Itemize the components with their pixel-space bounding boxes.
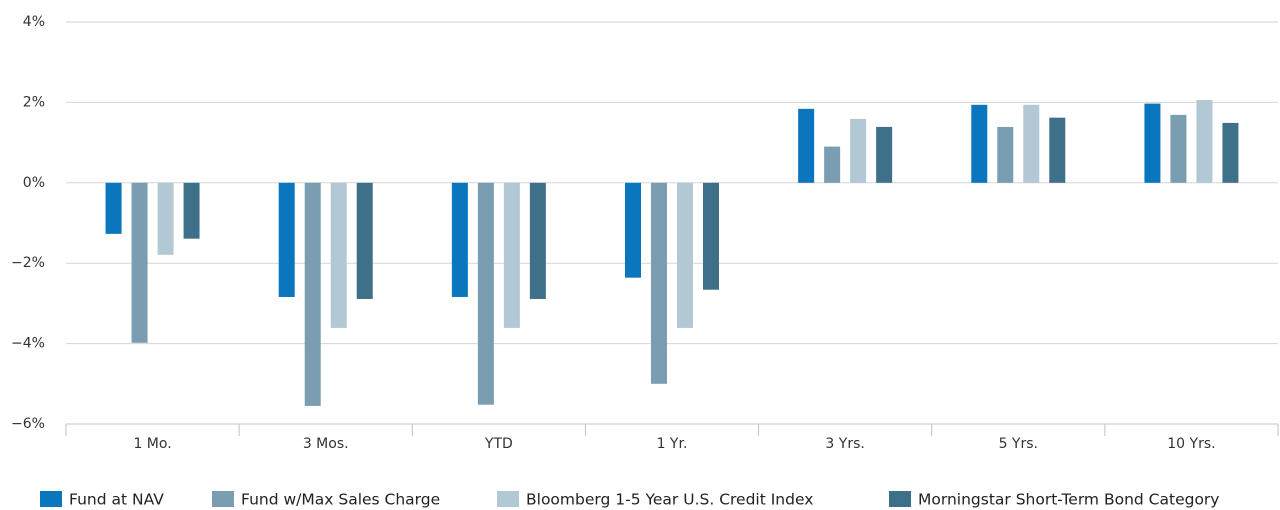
bar	[1144, 103, 1161, 183]
bar	[451, 182, 468, 297]
bar	[798, 108, 815, 183]
legend-swatch	[40, 491, 62, 507]
legend-label: Fund w/Max Sales Charge	[241, 491, 440, 509]
bar	[278, 182, 295, 297]
x-tick-label: YTD	[484, 436, 513, 452]
bar	[356, 182, 373, 299]
y-tick-label: 0%	[23, 175, 45, 191]
bar	[1049, 117, 1066, 183]
legend-label: Bloomberg 1-5 Year U.S. Credit Index	[526, 491, 813, 509]
bar	[850, 118, 867, 183]
x-tick-label: 10 Yrs.	[1167, 436, 1215, 452]
legend-swatch	[212, 491, 234, 507]
bar	[477, 182, 494, 405]
bar	[997, 126, 1014, 183]
bar	[1222, 122, 1239, 183]
bar	[157, 182, 174, 255]
bar	[304, 182, 321, 406]
bar	[1023, 104, 1040, 183]
y-tick-label: 2%	[23, 94, 45, 110]
legend-swatch	[889, 491, 911, 507]
bar	[503, 182, 520, 328]
bar	[625, 182, 641, 278]
x-tick-label: 3 Yrs.	[825, 436, 864, 452]
bar	[703, 182, 719, 290]
bar	[876, 126, 893, 183]
bar	[651, 182, 667, 384]
bar	[1196, 99, 1213, 183]
y-tick-label: −2%	[11, 255, 45, 271]
legend-label: Morningstar Short-Term Bond Category	[918, 491, 1219, 509]
bar	[677, 182, 693, 328]
bar	[971, 104, 988, 183]
bar	[529, 182, 546, 299]
x-tick-label: 1 Yr.	[657, 436, 688, 452]
y-tick-label: −6%	[11, 416, 45, 432]
x-tick-label: 1 Mo.	[133, 436, 171, 452]
bar	[131, 182, 148, 343]
legend-label: Fund at NAV	[69, 491, 164, 509]
y-tick-label: −4%	[11, 336, 45, 352]
bar	[1170, 114, 1187, 183]
legend-swatch	[497, 491, 519, 507]
bar	[330, 182, 347, 328]
x-tick-label: 3 Mos.	[303, 436, 349, 452]
bar	[183, 182, 200, 239]
bar	[105, 182, 122, 234]
bar	[824, 146, 841, 183]
x-tick-label: 5 Yrs.	[999, 436, 1038, 452]
y-tick-label: 4%	[23, 14, 45, 30]
